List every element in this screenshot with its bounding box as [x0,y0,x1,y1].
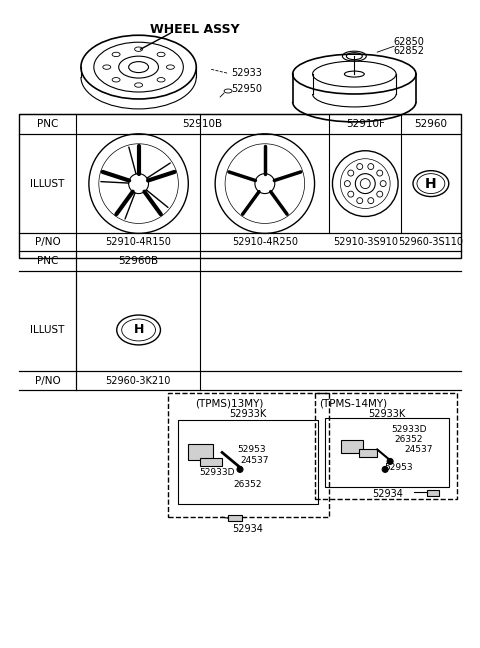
Text: 52910-4R150: 52910-4R150 [105,237,171,248]
Text: 52910F: 52910F [346,119,384,129]
Text: P/NO: P/NO [35,237,60,248]
Text: 62852: 62852 [394,46,424,56]
Text: 52953: 52953 [385,463,413,472]
Text: 26352: 26352 [234,480,262,489]
Text: PNC: PNC [37,119,58,129]
Text: 52950: 52950 [231,84,263,94]
Bar [168,393,329,517]
Bar [341,439,363,454]
Text: 62850: 62850 [394,37,424,47]
Bar [188,445,213,461]
Text: ILLUST: ILLUST [30,179,65,189]
Text: 52933K: 52933K [229,409,266,419]
Text: 52934: 52934 [372,489,403,499]
Text: 52910-4R250: 52910-4R250 [232,237,298,248]
Ellipse shape [382,467,388,472]
Text: 24537: 24537 [405,445,433,454]
Text: 52960: 52960 [414,119,447,129]
Text: ILLUST: ILLUST [30,325,65,335]
Text: 52910B: 52910B [183,119,223,129]
Text: 26352: 26352 [395,435,423,444]
Text: 52910-3S910: 52910-3S910 [333,237,398,248]
Text: 52933D: 52933D [199,468,235,477]
Text: 52960-3K210: 52960-3K210 [106,376,171,386]
Bar [19,114,461,259]
Text: P/NO: P/NO [35,376,60,386]
Bar [200,458,222,467]
Text: 52960B: 52960B [118,256,158,266]
Bar [179,420,318,504]
Bar [324,417,449,487]
Text: 24537: 24537 [240,456,269,465]
Text: (TPMS)13MY): (TPMS)13MY) [195,399,264,409]
Text: 52933D: 52933D [391,425,427,434]
Text: WHEEL ASSY: WHEEL ASSY [150,23,240,36]
Text: 52934: 52934 [232,524,264,534]
Text: 52933K: 52933K [369,409,406,419]
Text: 52960-3S110: 52960-3S110 [398,237,463,248]
Bar [228,515,242,521]
Text: 52933: 52933 [231,68,263,78]
Bar [427,491,439,496]
Bar [360,450,377,457]
Text: PNC: PNC [37,256,58,266]
Ellipse shape [237,467,243,472]
Ellipse shape [387,458,393,465]
Text: 52953: 52953 [238,445,266,454]
Text: H: H [425,177,437,191]
Text: H: H [133,323,144,336]
Text: (TPMS-14MY): (TPMS-14MY) [320,399,388,409]
Bar [314,393,457,499]
